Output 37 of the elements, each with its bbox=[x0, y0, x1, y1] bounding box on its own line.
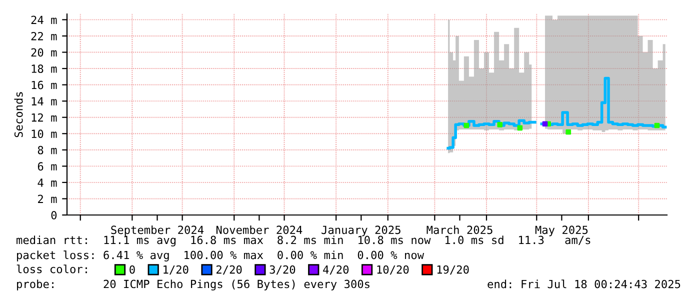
y-tick-label: 12 m bbox=[32, 113, 57, 122]
y-tick-label: 24 m bbox=[31, 16, 57, 24]
legend-label: 3/20 bbox=[270, 265, 296, 275]
x-tick-label: September 2024 bbox=[111, 225, 204, 236]
legend-label: 1/20 bbox=[164, 265, 188, 275]
legend-label: 0 bbox=[130, 265, 135, 274]
text: packet loss: 6.41 % avg 100.00 % max 0.00 % min 0.00 % now bbox=[17, 250, 424, 262]
y-tick-label: 20 m bbox=[31, 48, 57, 57]
x-tick-label: March 2025 bbox=[426, 225, 492, 234]
legend-label: 4/20 bbox=[323, 265, 349, 275]
y-tick-label: 8 m bbox=[38, 146, 57, 154]
legend-label: 10/20 bbox=[377, 265, 409, 275]
point bbox=[517, 125, 523, 131]
y-tick-label: 16 m bbox=[32, 80, 57, 90]
y-tick-label: 22 m bbox=[31, 32, 57, 40]
point bbox=[464, 122, 470, 128]
y-axis-title: Seconds bbox=[14, 92, 23, 138]
y-tick-label: 18 m bbox=[32, 64, 57, 73]
point bbox=[542, 121, 548, 127]
legend-label: 19/20 bbox=[437, 265, 469, 275]
point bbox=[497, 122, 503, 128]
point bbox=[566, 129, 572, 135]
x-tick-label: November 2024 bbox=[216, 225, 302, 234]
y-tick-label: 0 bbox=[51, 211, 57, 220]
text: probe: 20 ICMP Echo Pings (56 Bytes) every 300s bbox=[17, 280, 370, 290]
y-tick-label: 4 m bbox=[38, 178, 57, 187]
x-tick-label: January 2025 bbox=[322, 226, 400, 236]
x-tick-label: May 2025 bbox=[535, 226, 588, 236]
y-tick-label: 10 m bbox=[32, 130, 57, 138]
legend-label: 2/20 bbox=[216, 265, 242, 275]
point bbox=[654, 122, 660, 128]
y-tick-label: 6 m bbox=[38, 162, 57, 171]
text: median rtt: 11.1 ms avg 16.8 ms max 8.2 ms min 10.8 ms now 1.0 ms sd 11.3 am/s bbox=[16, 236, 590, 246]
legend-title: loss color: bbox=[16, 264, 87, 274]
y-tick-label: 14 m bbox=[32, 97, 57, 106]
y-tick-label: 2 m bbox=[38, 194, 57, 203]
text: end: Fri Jul 18 00:24:43 2025 bbox=[488, 280, 680, 288]
